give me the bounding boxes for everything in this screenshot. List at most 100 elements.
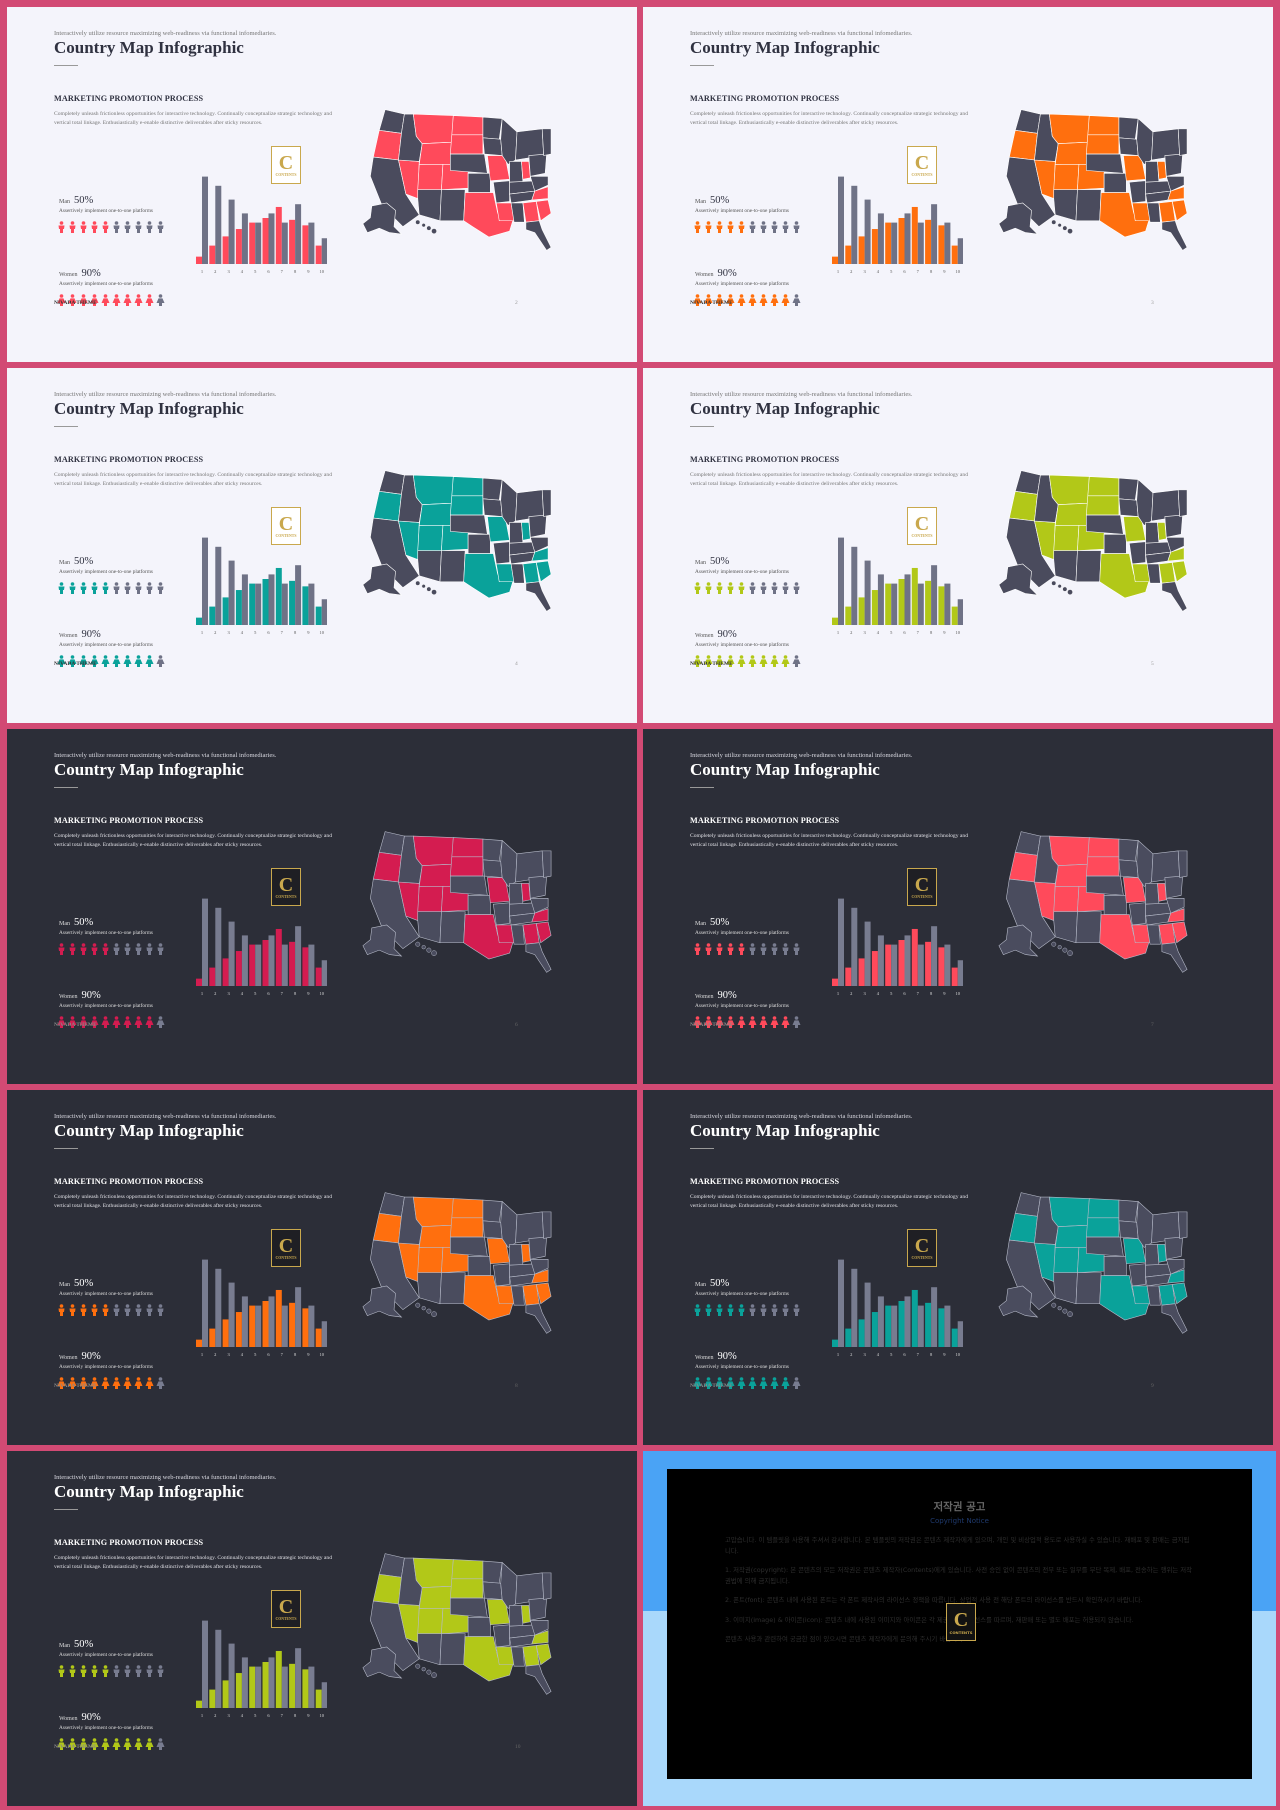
map-state-11 xyxy=(439,1272,466,1305)
bar-5-series-2 xyxy=(255,944,262,986)
map-state-31 xyxy=(1165,537,1185,553)
logo-letter: C xyxy=(914,1235,930,1257)
bar-10-series-2 xyxy=(957,238,963,264)
bar-4-series-2 xyxy=(241,574,248,625)
man-person-icon xyxy=(737,220,746,238)
x-tick-label: 1 xyxy=(837,630,839,635)
map-state-17 xyxy=(482,1199,503,1223)
map-state-2 xyxy=(372,130,402,161)
map-state-27 xyxy=(521,1605,531,1624)
man-person-icon xyxy=(792,942,801,960)
section-heading: MARKETING PROMOTION PROCESS xyxy=(54,1538,204,1547)
woman-person-icon xyxy=(57,1015,66,1033)
map-state-8 xyxy=(417,164,444,190)
bar-chart: 1 2 3 4 5 6 7 8 9 10 xyxy=(196,176,327,274)
women-value: 90% xyxy=(81,990,101,1001)
x-tick-label: 3 xyxy=(863,630,866,635)
map-state-6 xyxy=(412,474,454,506)
woman-person-icon xyxy=(134,1015,143,1033)
woman-person-icon xyxy=(748,1015,757,1033)
map-state-31 xyxy=(1165,898,1185,914)
x-tick-label: 3 xyxy=(227,1352,230,1357)
woman-person-icon xyxy=(156,1376,165,1394)
copyright-intro: 고맙습니다. 이 템플릿을 사용해 주셔서 감사합니다. 본 템플릿의 저작권은… xyxy=(725,1536,1190,1555)
woman-person-icon xyxy=(57,654,66,672)
woman-person-icon xyxy=(101,293,110,311)
bar-9-series-2 xyxy=(944,944,951,986)
bar-10-series-2 xyxy=(321,599,327,625)
footer-brand: NIVADA THEME xyxy=(54,1744,97,1750)
man-person-icon xyxy=(90,581,99,599)
bar-9-series-1 xyxy=(938,1308,945,1347)
woman-person-icon xyxy=(759,1376,768,1394)
bar-6-series-2 xyxy=(268,213,275,264)
logo-text: CONTENTS xyxy=(275,173,297,177)
x-tick-label: 8 xyxy=(930,269,933,274)
map-state-18 xyxy=(482,1581,503,1600)
bar-6-series-2 xyxy=(268,1296,275,1347)
map-state-18 xyxy=(482,859,503,878)
x-tick-label: 5 xyxy=(890,1352,893,1357)
man-stat: Man 50% Assertively implement one-to-one… xyxy=(59,912,153,936)
map-state-17 xyxy=(1118,1199,1139,1223)
man-value: 50% xyxy=(710,195,730,206)
bar-3-series-1 xyxy=(858,1319,865,1347)
slide-6: Interactively utilize resource maximizin… xyxy=(643,729,1273,1084)
section-description: Completely unleash frictionless opportun… xyxy=(54,111,333,126)
bar-7-series-1 xyxy=(911,1289,918,1347)
bar-chart: 1 2 3 4 5 6 7 8 9 10 xyxy=(832,176,963,274)
woman-person-icon xyxy=(737,654,746,672)
bar-2-series-1 xyxy=(845,245,852,264)
map-state-16 xyxy=(463,192,516,238)
x-tick-label: 3 xyxy=(863,991,866,996)
page-number: 7 xyxy=(1151,1022,1154,1028)
map-state-31 xyxy=(1165,176,1185,192)
bar-8-series-1 xyxy=(289,580,296,625)
bar-5-series-1 xyxy=(249,1666,256,1708)
contents-logo: C CONTENTS xyxy=(907,146,937,184)
man-description: Assertively implement one-to-one platfor… xyxy=(59,1652,153,1658)
man-person-icon xyxy=(781,581,790,599)
man-person-icon xyxy=(748,942,757,960)
bar-8-series-1 xyxy=(289,1663,296,1708)
bar-6-series-1 xyxy=(262,579,269,625)
man-person-icon xyxy=(68,1303,77,1321)
map-state-8 xyxy=(1053,886,1080,912)
x-tick-label: 2 xyxy=(850,269,852,274)
man-person-icon xyxy=(715,220,724,238)
map-state-27 xyxy=(521,1244,531,1263)
woman-person-icon xyxy=(112,1015,121,1033)
man-person-icon xyxy=(781,220,790,238)
map-state-1 xyxy=(1014,831,1041,856)
x-tick-label: 1 xyxy=(837,991,839,996)
map-state-23 xyxy=(509,1244,524,1266)
map-state-27 xyxy=(521,161,531,180)
map-hawaii-island xyxy=(415,580,421,586)
woman-person-icon xyxy=(90,1376,99,1394)
bar-3-series-2 xyxy=(864,560,871,625)
map-state-10 xyxy=(1053,189,1078,222)
x-tick-label: 2 xyxy=(214,1713,216,1718)
map-state-26 xyxy=(510,1646,525,1667)
map-state-23 xyxy=(509,522,524,544)
bar-8-series-1 xyxy=(925,219,932,264)
x-tick-label: 10 xyxy=(955,269,960,274)
map-hawaii-island xyxy=(431,228,437,234)
bar-10-series-1 xyxy=(315,1328,322,1347)
bar-10-series-2 xyxy=(957,1321,963,1347)
bar-4-series-1 xyxy=(235,590,242,625)
bar-7-series-2 xyxy=(281,1305,288,1347)
map-state-33 xyxy=(1161,220,1188,251)
title-underline xyxy=(54,787,78,788)
x-tick-label: 6 xyxy=(903,991,906,996)
man-pictogram-row xyxy=(693,1303,803,1316)
bar-1-series-2 xyxy=(202,898,208,986)
logo-letter: C xyxy=(278,1235,294,1257)
man-person-icon xyxy=(748,220,757,238)
copyright-title: 저작권 공고 xyxy=(933,1501,986,1513)
map-state-14 xyxy=(450,1236,488,1257)
x-tick-label: 1 xyxy=(201,1352,203,1357)
x-tick-label: 4 xyxy=(241,991,244,996)
bar-3-series-1 xyxy=(858,236,865,264)
map-state-14 xyxy=(1086,153,1124,174)
